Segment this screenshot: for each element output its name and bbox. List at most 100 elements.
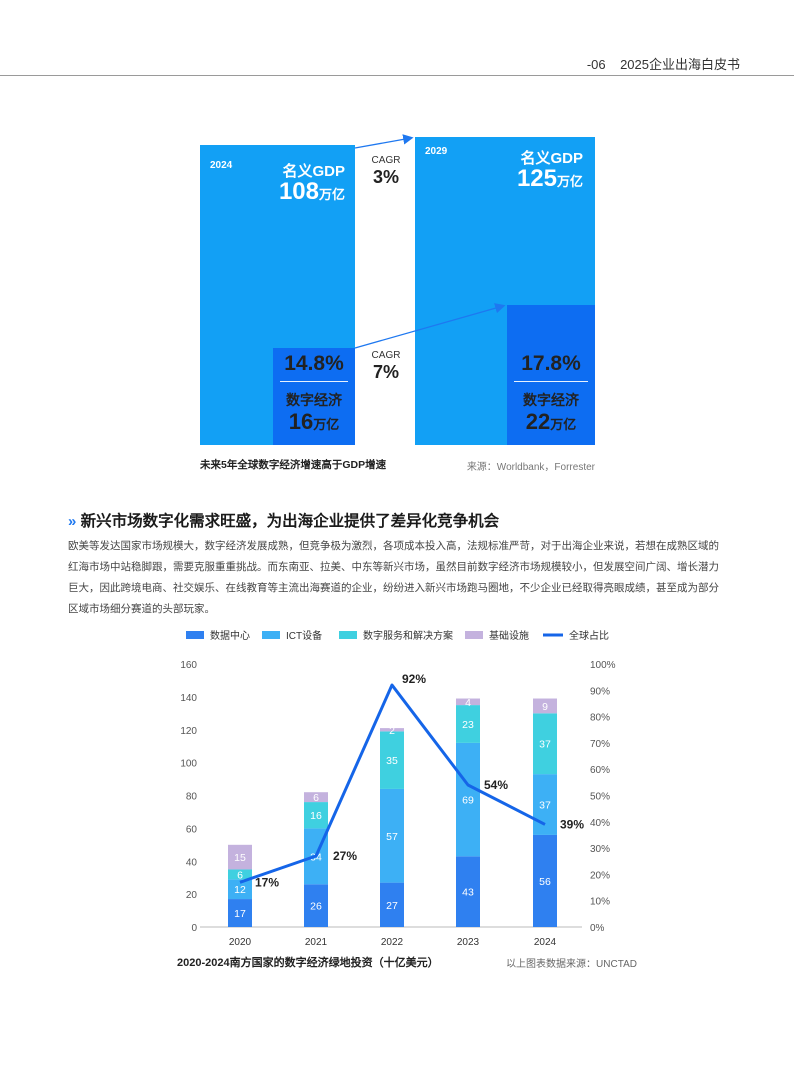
bar-segment [533, 774, 557, 835]
y-tick-label: 0 [191, 923, 197, 934]
bar-segment [456, 742, 480, 857]
investment-chart: 数据中心 ICT设备 数字服务和解决方案 基础设施 全球占比 0 20 40 60 80 100 12… [177, 629, 637, 970]
divider-2029 [514, 381, 588, 382]
digital-2029-block [507, 305, 595, 445]
infographic-source: 来源：Worldbank，Forrester [466, 462, 595, 473]
y-tick-label: 140 [180, 693, 197, 704]
bar-value-label: 57 [386, 831, 398, 843]
bar-segment [380, 731, 404, 789]
x-tick-label: 2020 [229, 937, 252, 948]
bar-segment [456, 856, 480, 927]
bar-value-label: 23 [462, 719, 474, 731]
x-tick-label: 2021 [305, 937, 328, 948]
bar-value-label: 9 [542, 701, 548, 713]
cagr-arrows [354, 134, 506, 349]
share-value-label: 27% [333, 849, 357, 863]
legend-label: 基础设施 [489, 629, 529, 642]
bar-value-label: 6 [313, 792, 319, 804]
cagr-bottom-label: CAGR [371, 350, 401, 361]
y-tick-label: 120 [180, 726, 197, 737]
section-title: 新兴市场数字化需求旺盛，为出海企业提供了差异化竞争机会 [80, 513, 500, 530]
bar-value-label: 37 [539, 739, 551, 751]
x-tick-label: 2023 [457, 937, 480, 948]
share-value-label: 54% [484, 778, 508, 792]
bar-value-label: 12 [234, 884, 246, 896]
cagr-bottom-arrow [354, 303, 506, 349]
section-heading: » 新兴市场数字化需求旺盛，为出海企业提供了差异化竞争机会 [68, 509, 499, 531]
bar-segment [456, 705, 480, 743]
y2-tick-label: 0% [590, 923, 605, 934]
bar-value-label: 35 [386, 755, 398, 767]
bar-value-label: 26 [310, 901, 322, 913]
digital-label-2029: 数字经济 [523, 392, 579, 408]
legend-label: 全球占比 [569, 629, 609, 642]
bar-segment [533, 698, 557, 714]
bar-value-label: 56 [539, 876, 551, 888]
y2-tick-label: 70% [590, 739, 610, 750]
bar-value-label: 27 [386, 900, 398, 912]
bar-segment [304, 884, 328, 927]
bar-segment [533, 834, 557, 927]
cagr-top-arrow [354, 134, 414, 149]
y2-tick-label: 80% [590, 713, 610, 724]
cagr-top-label: CAGR [371, 155, 401, 166]
share-value-label: 92% [402, 672, 426, 686]
digital-2024-block [273, 348, 355, 445]
digital-label-2024: 数字经济 [286, 392, 342, 408]
y2-tick-label: 100% [590, 660, 616, 671]
bar-segment [228, 869, 252, 880]
bar-segment [304, 802, 328, 829]
divider-2024 [280, 381, 348, 382]
y-tick-label: 100 [180, 759, 197, 770]
y-tick-label: 40 [186, 857, 198, 868]
share-value-label: 39% [560, 817, 584, 831]
bar-value-label: 43 [462, 887, 474, 899]
header-rule [0, 75, 794, 76]
document-title: 2025企业出海白皮书 [620, 57, 740, 72]
double-chevron-right-icon: » [68, 513, 77, 530]
bar-segment [228, 879, 252, 900]
x-tick-label: 2022 [381, 937, 404, 948]
bar-value-label: 15 [234, 852, 246, 864]
chart-source: 以上图表数据来源：UNCTAD [506, 957, 637, 970]
y-tick-label: 20 [186, 890, 198, 901]
share-line [239, 683, 546, 884]
bar-segment [228, 899, 252, 927]
bar-segment [380, 728, 404, 732]
y2-tick-label: 50% [590, 792, 610, 803]
legend-label: 数字服务和解决方案 [363, 629, 453, 642]
legend-swatch [339, 631, 357, 639]
bar-segment [456, 698, 480, 706]
digital-value-2029: 22万亿 [525, 409, 577, 434]
bar-value-label: 6 [237, 869, 243, 881]
bar-value-label: 4 [465, 697, 471, 709]
x-tick-label: 2024 [534, 937, 557, 948]
bar-value-label: 17 [234, 908, 246, 920]
bar-segment [533, 713, 557, 775]
bar-segment [380, 788, 404, 883]
legend-label: 数据中心 [210, 629, 250, 642]
digital-share-2029: 17.8% [521, 352, 581, 375]
y2-tick-label: 60% [590, 765, 610, 776]
bar-value-label: 37 [539, 800, 551, 812]
y2-tick-label: 20% [590, 870, 610, 881]
y2-tick-label: 90% [590, 686, 610, 697]
legend-swatch [262, 631, 280, 639]
bar-segment [228, 844, 252, 870]
y-tick-label: 80 [186, 792, 198, 803]
legend-swatch [186, 631, 204, 639]
y2-tick-label: 30% [590, 844, 610, 855]
gdp-value-2029: 125万亿 [516, 165, 583, 192]
gdp-label-2024: 名义GDP [282, 163, 345, 180]
section-paragraph: 欧美等发达国家市场规模大，数字经济发展成熟，但竞争极为激烈，各项成本投入高，法规… [68, 540, 719, 615]
y2-tick-label: 10% [590, 897, 610, 908]
cagr-bottom-value: 7% [372, 362, 399, 382]
legend-label: ICT设备 [286, 629, 322, 642]
bar-value-label: 2 [389, 725, 395, 737]
year-label-2024: 2024 [210, 160, 233, 171]
share-value-label: 17% [255, 875, 279, 889]
gdp-value-2024: 108万亿 [278, 178, 345, 205]
page-number: -06 [586, 57, 606, 72]
digital-value-2024: 16万亿 [288, 409, 340, 434]
bar-value-label: 16 [310, 810, 322, 822]
